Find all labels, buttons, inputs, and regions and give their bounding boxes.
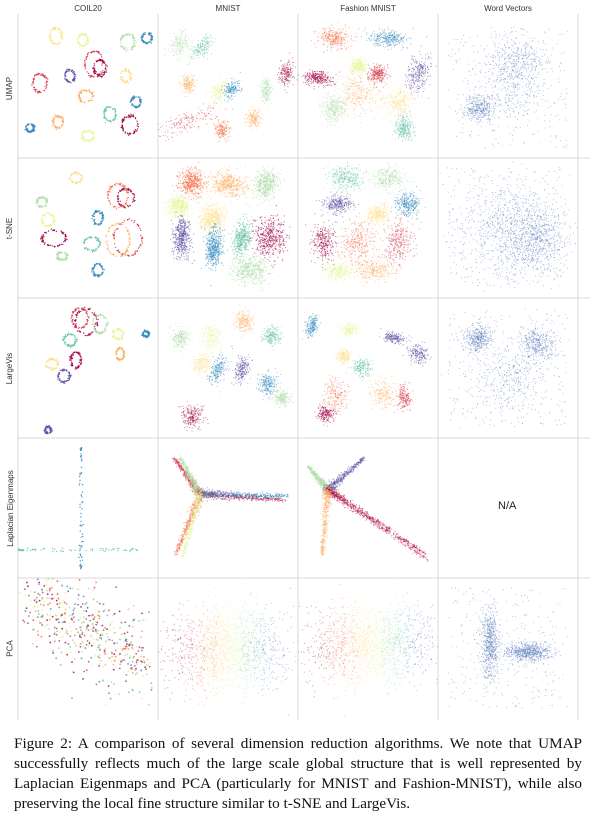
panel-tsne-word-vectors — [439, 161, 578, 292]
panel-pca-word-vectors — [447, 587, 568, 709]
figure-caption: Figure 2: A comparison of several dimens… — [14, 734, 582, 814]
panel-tsne-fashion-mnist — [305, 158, 426, 290]
panel-laplacian-fashion-mnist — [306, 456, 429, 562]
panel-umap-mnist — [158, 26, 298, 143]
panel-pca-mnist — [158, 582, 298, 716]
panel-umap-coil20 — [24, 26, 154, 143]
panel-pca-coil20 — [18, 578, 153, 718]
col-header-mnist: MNIST — [158, 4, 298, 13]
panel-largevis-word-vectors — [441, 308, 570, 429]
col-header-coil20: COIL20 — [18, 4, 158, 13]
col-header-fashion-mnist: Fashion MNIST — [298, 4, 438, 13]
panel-largevis-mnist — [167, 304, 294, 432]
panel-umap-word-vectors — [447, 26, 568, 149]
panel-laplacian-coil20 — [18, 447, 139, 570]
panel-umap-fashion-mnist — [298, 21, 437, 142]
panel-pca-fashion-mnist — [298, 579, 438, 718]
panel-largevis-coil20 — [43, 306, 151, 435]
grid-lines — [17, 14, 590, 720]
panel-tsne-mnist — [162, 161, 291, 292]
panel-tsne-coil20 — [35, 171, 144, 278]
panel-laplacian-mnist — [171, 454, 289, 559]
panel-laplacian-word-vectors-na: N/A — [498, 500, 516, 512]
panel-largevis-fashion-mnist — [301, 312, 432, 427]
col-header-word-vectors: Word Vectors — [438, 4, 578, 13]
